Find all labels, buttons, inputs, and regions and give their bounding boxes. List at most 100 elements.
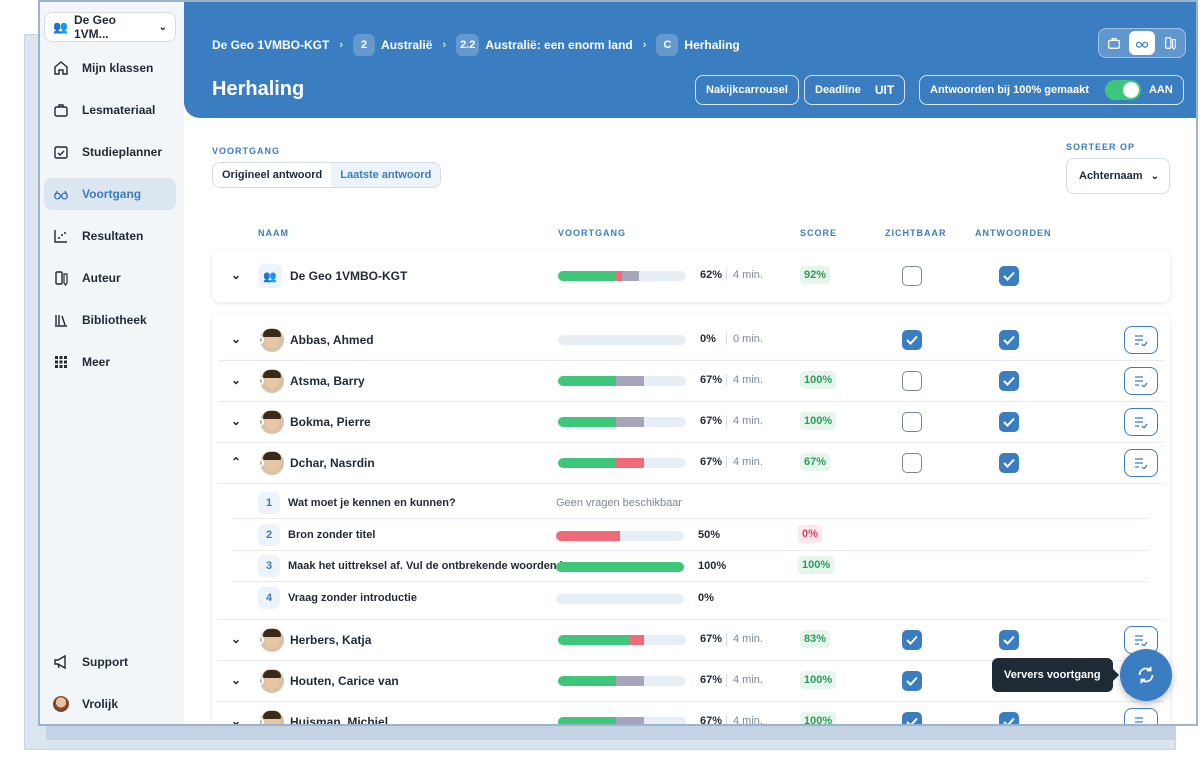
chevron-down-icon[interactable]: ⌄ — [230, 373, 242, 387]
visible-checkbox[interactable] — [902, 453, 922, 473]
column-zichtbaar[interactable]: ZICHTBAAR — [885, 228, 947, 238]
chevron-down-icon[interactable]: ⌄ — [230, 714, 242, 726]
answers-list-button[interactable] — [1124, 449, 1158, 477]
student-name: Atsma, Barry — [290, 374, 365, 388]
question-title: Maak het uittreksel af. Vul de ontbreken… — [288, 560, 573, 572]
sidebar-item-resultaten[interactable]: Resultaten — [44, 220, 176, 252]
answers-list-button[interactable] — [1124, 326, 1158, 354]
chevron-down-icon[interactable]: ⌄ — [230, 414, 242, 428]
deadline-value: UIT — [874, 83, 895, 97]
question-note: Geen vragen beschikbaar — [556, 497, 682, 509]
sidebar-item-bibliotheek[interactable]: Bibliotheek — [44, 304, 176, 336]
progress-red — [556, 530, 620, 541]
avatar — [260, 328, 284, 352]
chevron-down-icon[interactable]: ⌄ — [230, 268, 242, 282]
progress-percent: 100% — [698, 560, 727, 572]
progress-red — [615, 458, 644, 468]
glasses-view-button[interactable] — [1129, 31, 1155, 55]
breadcrumb-item[interactable]: De Geo 1VMBO-KGT — [212, 38, 329, 52]
progress-bar — [558, 676, 686, 686]
avatar — [260, 628, 284, 652]
briefcase-view-button[interactable] — [1101, 31, 1127, 55]
question-row[interactable]: 3 Maak het uittreksel af. Vul de ontbrek… — [232, 551, 1148, 582]
answers-checkbox[interactable] — [999, 630, 1019, 650]
chevron-down-icon[interactable]: ⌄ — [230, 632, 242, 646]
column-voortgang[interactable]: VOORTGANG — [558, 228, 627, 238]
sidebar-item-profile[interactable]: Vrolijk — [44, 688, 176, 720]
sidebar-item-mijn-klassen[interactable]: Mijn klassen — [44, 52, 176, 84]
tab-origineel-antwoord[interactable]: Origineel antwoord — [222, 169, 323, 181]
deadline-button[interactable]: Deadline UIT — [804, 75, 906, 105]
sidebar-item-label: Auteur — [82, 271, 121, 285]
megaphone-icon — [52, 653, 70, 671]
check-icon — [1003, 458, 1015, 468]
list-check-icon — [1135, 717, 1147, 724]
sort-select[interactable]: Achternaam ⌄ — [1066, 158, 1170, 194]
student-row[interactable]: ⌄ Atsma, Barry 67% 4 min. 100% — [212, 361, 1170, 402]
answers-checkbox[interactable] — [999, 453, 1019, 473]
question-row[interactable]: 1 Wat moet je kennen en kunnen? Geen vra… — [232, 488, 1148, 519]
answers-checkbox[interactable] — [999, 712, 1019, 724]
progress-green — [558, 717, 616, 724]
time-spent: 4 min. — [726, 633, 763, 645]
answers-list-button[interactable] — [1124, 367, 1158, 395]
sidebar-item-auteur[interactable]: Auteur — [44, 262, 176, 294]
refresh-button[interactable] — [1120, 649, 1172, 701]
group-card: ⌄ 👥 De Geo 1VMBO-KGT 62% 4 min. 92% — [212, 250, 1170, 302]
sidebar-item-support[interactable]: Support — [44, 646, 176, 678]
sidebar-item-lesmateriaal[interactable]: Lesmateriaal — [44, 94, 176, 126]
score-badge: 100% — [798, 556, 835, 574]
answers-checkbox[interactable] — [999, 330, 1019, 350]
visible-checkbox[interactable] — [902, 712, 922, 724]
divider — [232, 581, 1148, 582]
student-row[interactable]: ⌄ Herbers, Katja 67% 4 min. 83% — [212, 620, 1170, 661]
answers-list-button[interactable] — [1124, 408, 1158, 436]
breadcrumb-item[interactable]: 2 Australië — [353, 34, 432, 56]
progress-green — [558, 635, 630, 645]
column-naam[interactable]: NAAM — [258, 228, 289, 238]
student-row[interactable]: ⌃ Dchar, Nasrdin 67% 4 min. 67% — [212, 443, 1170, 484]
student-name: Dchar, Nasrdin — [290, 456, 375, 470]
progress-bar — [558, 717, 686, 724]
answers-list-button[interactable] — [1124, 708, 1158, 724]
question-row[interactable]: 4 Vraag zonder introductie 0% — [232, 583, 1148, 614]
chevron-up-icon[interactable]: ⌃ — [230, 455, 242, 469]
visible-checkbox[interactable] — [902, 330, 922, 350]
answers-toggle-button[interactable]: Antwoorden bij 100% gemaakt AAN — [919, 75, 1184, 105]
student-row[interactable]: ⌄ Abbas, Ahmed 0% 0 min. — [212, 320, 1170, 361]
progress-purple — [615, 676, 644, 686]
sidebar-item-studieplanner[interactable]: Studieplanner — [44, 136, 176, 168]
breadcrumb-item[interactable]: 2.2 Australië: een enorm land — [456, 34, 633, 56]
column-antwoorden[interactable]: ANTWOORDEN — [975, 228, 1052, 238]
answers-toggle[interactable] — [1104, 80, 1141, 100]
column-score[interactable]: SCORE — [800, 228, 838, 238]
group-icon: 👥 — [53, 20, 68, 34]
answers-checkbox[interactable] — [999, 371, 1019, 391]
sidebar-item-label: Voortgang — [82, 187, 142, 201]
visible-checkbox[interactable] — [902, 630, 922, 650]
question-title: Bron zonder titel — [288, 528, 376, 541]
answers-checkbox[interactable] — [999, 412, 1019, 432]
progress-bar — [556, 562, 684, 572]
chevron-down-icon[interactable]: ⌄ — [230, 332, 242, 346]
group-row[interactable]: ⌄ 👥 De Geo 1VMBO-KGT 62% 4 min. 92% — [212, 250, 1170, 302]
student-row[interactable]: ⌄ Huisman, Michiel 67% 4 min. 100% — [212, 702, 1170, 726]
nakijkcarrousel-button[interactable]: Nakijkcarrousel — [695, 75, 799, 105]
visible-checkbox[interactable] — [902, 412, 922, 432]
visible-checkbox[interactable] — [902, 371, 922, 391]
visible-checkbox[interactable] — [902, 671, 922, 691]
answers-checkbox[interactable] — [999, 266, 1019, 286]
sidebar-item-meer[interactable]: Meer — [44, 346, 176, 378]
class-select[interactable]: 👥 De Geo 1VM... ⌄ — [44, 12, 176, 42]
score-badge: 100% — [800, 371, 837, 389]
student-row[interactable]: ⌄ Bokma, Pierre 67% 4 min. 100% — [212, 402, 1170, 443]
breadcrumb-item[interactable]: C Herhaling — [656, 34, 740, 56]
sidebar-item-voortgang[interactable]: Voortgang — [44, 178, 176, 210]
question-row[interactable]: 2 Bron zonder titel 50% 0% — [232, 520, 1148, 551]
author-view-button[interactable] — [1157, 31, 1183, 55]
chevron-down-icon[interactable]: ⌄ — [230, 673, 242, 687]
visible-checkbox[interactable] — [902, 266, 922, 286]
tab-laatste-antwoord[interactable]: Laatste antwoord — [331, 163, 441, 187]
divider — [218, 619, 1164, 620]
divider — [218, 483, 1164, 484]
